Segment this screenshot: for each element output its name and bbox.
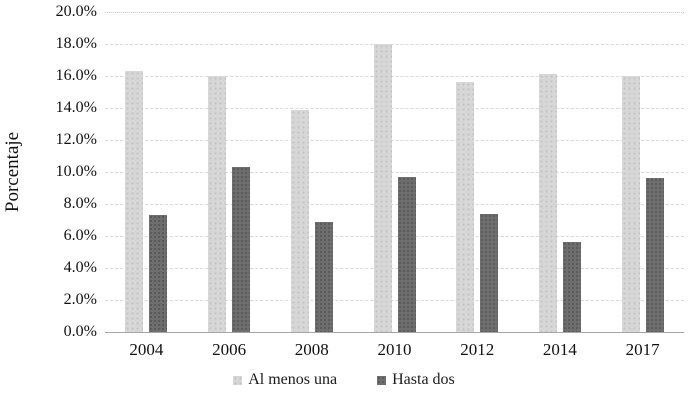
bar-2014-hasta-dos xyxy=(562,242,581,332)
y-tick-label: 18.0% xyxy=(55,35,97,52)
bar-2004-hasta-dos xyxy=(149,215,168,332)
bar-group-2008 xyxy=(290,110,333,332)
y-tick-label: 4.0% xyxy=(63,259,97,276)
x-tick-label: 2014 xyxy=(542,340,577,359)
legend-label: Hasta dos xyxy=(392,371,455,388)
gridline xyxy=(105,236,684,237)
gridline xyxy=(105,44,684,45)
x-tick-label: 2006 xyxy=(212,340,247,359)
gridline xyxy=(105,300,684,301)
bar-2014-al-menos-una xyxy=(538,74,557,332)
y-tick-label: 6.0% xyxy=(63,227,97,244)
y-tick-label: 10.0% xyxy=(55,163,97,180)
x-tick-label: 2004 xyxy=(129,340,164,359)
plot-area xyxy=(105,12,684,332)
bar-group-2017 xyxy=(621,76,664,332)
gridline xyxy=(105,268,684,269)
gridline xyxy=(105,108,684,109)
gridline xyxy=(105,12,684,13)
bar-2017-al-menos-una xyxy=(621,76,640,332)
bar-group-2004 xyxy=(125,71,168,332)
chart-legend: Al menos una Hasta dos xyxy=(0,371,688,389)
y-tick-label: 2.0% xyxy=(63,291,97,308)
legend-item: Al menos una xyxy=(233,371,337,389)
gridline xyxy=(105,76,684,77)
bar-2010-al-menos-una xyxy=(373,44,392,332)
x-tick-label: 2010 xyxy=(377,340,412,359)
gridline xyxy=(105,172,684,173)
gridline xyxy=(105,204,684,205)
gridline xyxy=(105,140,684,141)
bar-2017-hasta-dos xyxy=(645,178,664,332)
bar-2008-al-menos-una xyxy=(290,110,309,332)
y-tick-label: 8.0% xyxy=(63,195,97,212)
y-tick-label: 14.0% xyxy=(55,99,97,116)
bar-2010-hasta-dos xyxy=(397,177,416,332)
y-tick-label: 16.0% xyxy=(55,67,97,84)
x-axis-line xyxy=(105,332,684,333)
y-tick-label: 12.0% xyxy=(55,131,97,148)
bar-2004-al-menos-una xyxy=(125,71,144,332)
legend-label: Al menos una xyxy=(248,371,338,388)
legend-swatch-icon xyxy=(377,375,387,385)
y-tick-label: 0.0% xyxy=(63,323,97,340)
x-tick-label: 2017 xyxy=(625,340,660,359)
legend-swatch-icon xyxy=(233,375,243,385)
y-tick-label: 20.0% xyxy=(55,3,97,20)
legend-item: Hasta dos xyxy=(377,371,455,389)
bar-2006-al-menos-una xyxy=(208,76,227,332)
bar-2012-hasta-dos xyxy=(480,214,499,332)
bar-2012-al-menos-una xyxy=(456,82,475,332)
bar-2006-hasta-dos xyxy=(232,167,251,332)
bar-group-2006 xyxy=(208,76,251,332)
x-tick-label: 2008 xyxy=(294,340,329,359)
x-tick-label: 2012 xyxy=(460,340,495,359)
bar-group-2014 xyxy=(538,74,581,332)
bar-group-2010 xyxy=(373,44,416,332)
bar-2008-hasta-dos xyxy=(314,222,333,332)
bar-group-2012 xyxy=(456,82,499,332)
